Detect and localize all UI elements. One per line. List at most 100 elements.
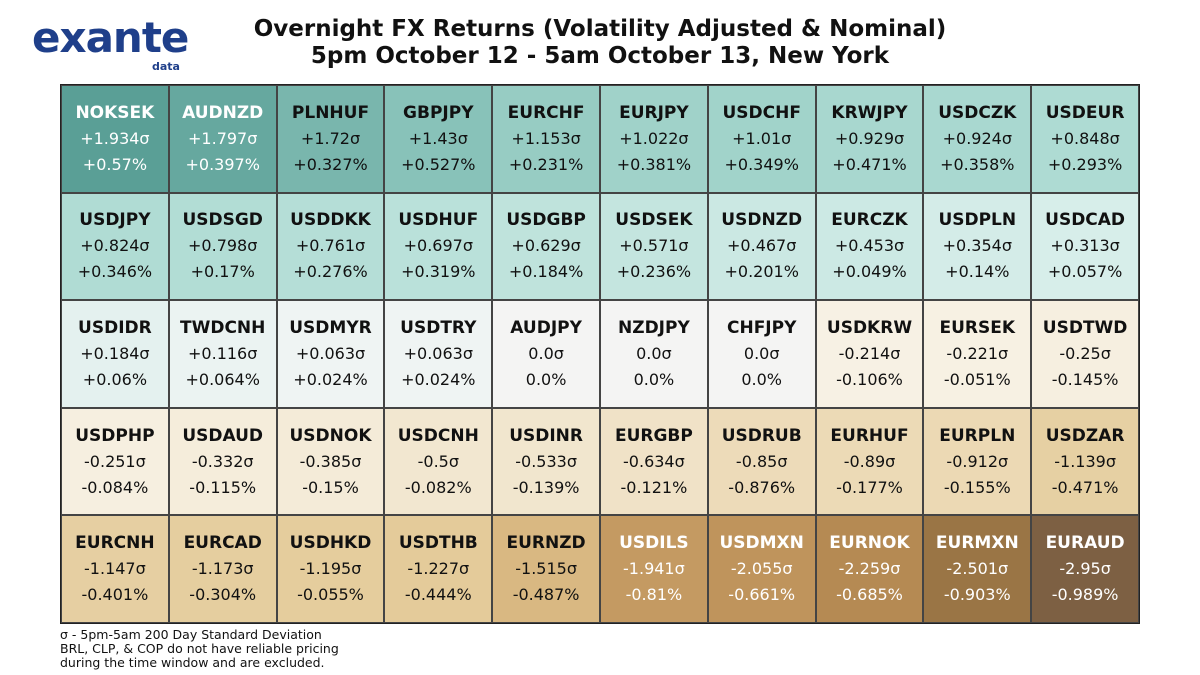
vol-adjusted-return: +0.467σ	[727, 236, 797, 256]
currency-pair-label: USDSEK	[615, 210, 693, 231]
heatmap-cell-usdtry: USDTRY +0.063σ +0.024%	[384, 300, 493, 408]
vol-adjusted-return: -0.5σ	[417, 451, 459, 471]
nominal-return: -0.139%	[512, 477, 580, 497]
heatmap-cell-usdjpy: USDJPY +0.824σ +0.346%	[61, 192, 169, 301]
heatmap-cell-eurjpy: EURJPY +1.022σ +0.381%	[600, 85, 708, 193]
nominal-return: +0.049%	[832, 262, 907, 282]
vol-adjusted-return: +0.629σ	[511, 236, 581, 256]
nominal-return: +0.57%	[82, 154, 148, 174]
nominal-return: +0.346%	[77, 262, 153, 282]
nominal-return: +0.201%	[724, 262, 799, 282]
nominal-return: +0.319%	[401, 262, 476, 282]
vol-adjusted-return: -0.221σ	[946, 343, 1009, 363]
vol-adjusted-return: +0.824σ	[80, 236, 150, 256]
heatmap-cell-twdcnh: TWDCNH +0.116σ +0.064%	[168, 300, 277, 408]
currency-pair-label: NZDJPY	[618, 317, 690, 338]
vol-adjusted-return: -1.147σ	[84, 559, 146, 579]
nominal-return: +0.397%	[185, 154, 260, 174]
vol-adjusted-return: -0.251σ	[84, 451, 146, 471]
currency-pair-label: EURCNH	[75, 533, 155, 554]
nominal-return: -0.401%	[81, 585, 149, 605]
vol-adjusted-return: -0.533σ	[515, 451, 577, 471]
currency-pair-label: EURNZD	[506, 533, 586, 554]
heatmap-cell-eurpln: EURPLN -0.912σ -0.155%	[923, 407, 1032, 516]
heatmap-cell-usdnok: USDNOK -0.385σ -0.15%	[276, 407, 385, 516]
currency-pair-label: USDINR	[509, 425, 583, 446]
vol-adjusted-return: +0.848σ	[1050, 128, 1120, 148]
heatmap-cell-usdkrw: USDKRW -0.214σ -0.106%	[815, 300, 924, 408]
currency-pair-label: USDKRW	[826, 317, 913, 338]
currency-pair-label: EURGBP	[614, 425, 693, 446]
currency-pair-label: USDTWD	[1042, 317, 1128, 338]
heatmap-cell-usdtwd: USDTWD -0.25σ -0.145%	[1031, 300, 1139, 408]
heatmap-cell-eursek: EURSEK -0.221σ -0.051%	[923, 300, 1032, 408]
vol-adjusted-return: -0.214σ	[838, 343, 901, 363]
vol-adjusted-return: +1.797σ	[188, 128, 258, 148]
vol-adjusted-return: -1.173σ	[191, 559, 254, 579]
heatmap-cell-usdeur: USDEUR +0.848σ +0.293%	[1031, 85, 1139, 193]
vol-adjusted-return: +1.72σ	[300, 128, 361, 148]
nominal-return: -0.444%	[404, 585, 472, 605]
vol-adjusted-return: +0.063σ	[295, 343, 366, 363]
nominal-return: -0.81%	[625, 585, 683, 605]
heatmap-cell-usdsgd: USDSGD +0.798σ +0.17%	[168, 192, 277, 301]
chart-title: Overnight FX Returns (Volatility Adjuste…	[253, 16, 947, 42]
nominal-return: +0.471%	[832, 154, 907, 174]
currency-pair-label: USDNOK	[289, 425, 372, 446]
currency-pair-label: USDCHF	[722, 102, 801, 123]
heatmap-cell-usdmxn: USDMXN -2.055σ -0.661%	[707, 515, 816, 623]
nominal-return: +0.276%	[293, 262, 368, 282]
vol-adjusted-return: +0.184σ	[80, 343, 150, 363]
nominal-return: +0.527%	[401, 154, 476, 174]
vol-adjusted-return: -0.85σ	[735, 451, 788, 471]
vol-adjusted-return: -0.89σ	[843, 451, 896, 471]
currency-pair-label: EURCZK	[831, 210, 908, 231]
vol-adjusted-return: +0.571σ	[619, 236, 689, 256]
vol-adjusted-return: -1.515σ	[515, 559, 577, 579]
vol-adjusted-return: +0.354σ	[942, 236, 1012, 256]
nominal-return: +0.358%	[940, 154, 1015, 174]
exante-logo: exante data	[32, 14, 189, 74]
nominal-return: -0.471%	[1051, 477, 1119, 497]
nominal-return: -0.304%	[189, 585, 257, 605]
nominal-return: +0.327%	[293, 154, 368, 174]
heatmap-cell-eurcad: EURCAD -1.173σ -0.304%	[168, 515, 277, 623]
heatmap-cell-usdcad: USDCAD +0.313σ +0.057%	[1031, 192, 1139, 301]
vol-adjusted-return: -1.227σ	[407, 559, 470, 579]
nominal-return: -0.121%	[620, 477, 688, 497]
currency-pair-label: USDCNH	[397, 425, 479, 446]
nominal-return: -0.082%	[404, 477, 472, 497]
currency-pair-label: USDPHP	[75, 425, 155, 446]
currency-pair-label: NOKSEK	[75, 102, 155, 123]
vol-adjusted-return: -2.501σ	[946, 559, 1009, 579]
heatmap-cell-usdils: USDILS -1.941σ -0.81%	[600, 515, 708, 623]
nominal-return: -0.15%	[302, 477, 359, 497]
heatmap-cell-euraud: EURAUD -2.95σ -0.989%	[1031, 515, 1139, 623]
nominal-return: +0.057%	[1047, 262, 1123, 282]
chart-subtitle: 5pm October 12 - 5am October 13, New Yor…	[310, 43, 890, 69]
nominal-return: -0.903%	[943, 585, 1011, 605]
currency-pair-label: USDTHB	[398, 533, 478, 554]
heatmap-cell-chfjpy: CHFJPY 0.0σ 0.0%	[707, 300, 816, 408]
currency-pair-label: GBPJPY	[403, 102, 474, 123]
heatmap-cell-eurczk: EURCZK +0.453σ +0.049%	[815, 192, 924, 301]
heatmap-cell-usdchf: USDCHF +1.01σ +0.349%	[707, 85, 816, 193]
currency-pair-label: USDIDR	[78, 317, 152, 338]
heatmap-cell-eurcnh: EURCNH -1.147σ -0.401%	[61, 515, 169, 623]
vol-adjusted-return: -0.25σ	[1059, 343, 1111, 363]
heatmap-cell-audjpy: AUDJPY 0.0σ 0.0%	[492, 300, 600, 408]
vol-adjusted-return: -0.332σ	[191, 451, 254, 471]
currency-pair-label: EURAUD	[1045, 533, 1125, 554]
currency-pair-label: USDPLN	[938, 210, 1017, 231]
vol-adjusted-return: +0.063σ	[403, 343, 473, 363]
currency-pair-label: EURCHF	[507, 102, 585, 123]
vol-adjusted-return: -2.055σ	[730, 559, 793, 579]
footnote-line-excluded-1: BRL, CLP, & COP do not have reliable pri…	[60, 641, 339, 656]
currency-pair-label: USDAUD	[182, 425, 264, 446]
heatmap-cell-eurchf: EURCHF +1.153σ +0.231%	[492, 85, 600, 193]
currency-pair-label: EURJPY	[619, 102, 689, 123]
currency-pair-label: EURNOK	[829, 533, 910, 554]
logo-wordmark: exante	[32, 13, 189, 62]
heatmap-cell-eurnzd: EURNZD -1.515σ -0.487%	[492, 515, 600, 623]
nominal-return: -0.115%	[189, 477, 257, 497]
